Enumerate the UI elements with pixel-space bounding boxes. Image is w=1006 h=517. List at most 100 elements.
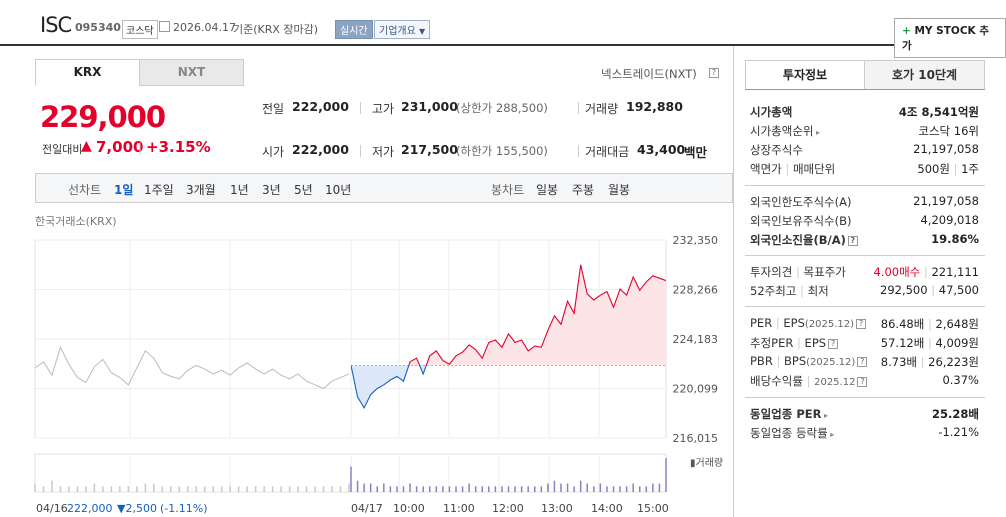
sector-per-row: 동일업종 PER ▸ 25.28배 bbox=[750, 406, 979, 424]
sector-change-row: 동일업종 등락률 ▸ -1.21% bbox=[750, 425, 979, 443]
stock-code: 095340 bbox=[75, 21, 121, 34]
dividend-year: 2025.12 bbox=[814, 377, 856, 388]
add-mystock-label: MY STOCK 추가 bbox=[902, 25, 989, 52]
help-icon[interactable]: ? bbox=[828, 338, 839, 349]
change-value: 7,000 bbox=[96, 138, 144, 156]
candle-daily[interactable]: 일봉 bbox=[536, 183, 559, 197]
volume-label: 거래량 bbox=[585, 102, 619, 116]
sector-change-value: -1.21% bbox=[938, 425, 979, 439]
amount-unit: 백만 bbox=[684, 145, 708, 160]
divider: | bbox=[138, 141, 143, 155]
today-line-down bbox=[351, 365, 427, 410]
y-tick-label: 228,266 bbox=[673, 284, 719, 297]
tab-quote-10[interactable]: 호가 10단계 bbox=[864, 60, 985, 90]
est-eps-label: EPS bbox=[804, 336, 827, 350]
line-chart-label: 선차트 bbox=[68, 183, 102, 197]
prev-day-line bbox=[34, 345, 350, 390]
ticker-symbol: ISC bbox=[40, 13, 72, 37]
w52-row: 52주최고 | 최저 292,500 | 47,500 bbox=[750, 283, 979, 298]
amount-label: 거래대금 bbox=[585, 145, 630, 159]
target-price-label: 목표주가 bbox=[803, 265, 846, 279]
tab-nxt[interactable]: NXT bbox=[139, 59, 244, 86]
prev-day-change: ▼2,500 bbox=[117, 502, 157, 515]
period-10y[interactable]: 10년 bbox=[325, 183, 352, 197]
foreign-ratio-label: 외국인소진율(B/A) bbox=[750, 233, 846, 247]
dividend-value: 0.37% bbox=[942, 373, 979, 387]
market-cap-label: 시가총액 bbox=[750, 105, 793, 119]
market-cap-value: 4조 8,541억원 bbox=[898, 105, 979, 119]
sector-per-value: 25.28배 bbox=[932, 407, 979, 421]
company-overview-label: 기업개요 bbox=[379, 26, 416, 37]
help-icon[interactable]: ? bbox=[847, 235, 858, 246]
bps-value: 26,223원 bbox=[928, 355, 979, 369]
candle-weekly[interactable]: 주봉 bbox=[572, 183, 595, 197]
chevron-right-icon[interactable]: ▸ bbox=[827, 430, 835, 439]
lower-limit: (하한가 155,500) bbox=[456, 144, 548, 158]
period-1y[interactable]: 1년 bbox=[230, 183, 249, 197]
up-triangle-icon: ▲ bbox=[81, 138, 92, 154]
prev-day-pct: (-1.11%) bbox=[160, 502, 208, 515]
volume-value: 192,880 bbox=[626, 99, 683, 114]
shares-label: 상장주식수 bbox=[750, 143, 803, 157]
x-tick-label: 13:00 bbox=[541, 502, 573, 515]
low-value: 217,500 bbox=[401, 142, 458, 157]
candle-monthly[interactable]: 월봉 bbox=[608, 183, 631, 197]
help-icon[interactable]: ? bbox=[857, 356, 868, 367]
shares-value: 21,197,058 bbox=[913, 142, 979, 156]
trade-unit-label: 매매단위 bbox=[792, 162, 836, 176]
prev-day-price: 222,000 bbox=[67, 502, 113, 515]
period-3m[interactable]: 3개월 bbox=[186, 183, 216, 197]
est-per-row: 추정PER | EPS? 57.12배 | 4,009원 bbox=[750, 336, 979, 350]
shares-row: 상장주식수 21,197,058 bbox=[750, 142, 979, 160]
foreign-hold-row: 외국인보유주식수(B) 4,209,018 bbox=[750, 213, 979, 231]
current-price: 229,000 bbox=[40, 100, 166, 134]
dividend-row: 배당수익률 | 2025.12? 0.37% bbox=[750, 373, 979, 388]
divider bbox=[745, 89, 985, 90]
opinion-value: 4.00매수 bbox=[873, 265, 921, 279]
period-1w[interactable]: 1주일 bbox=[144, 183, 174, 197]
w52-low-label: 최저 bbox=[807, 284, 829, 298]
est-per-value: 57.12배 bbox=[880, 336, 925, 350]
eps-value: 2,648원 bbox=[935, 317, 979, 331]
market-cap-rank-label: 시가총액순위 bbox=[750, 124, 814, 138]
chevron-right-icon[interactable]: ▸ bbox=[813, 128, 821, 137]
down-area-fill bbox=[351, 365, 666, 408]
tab-krx[interactable]: KRX bbox=[35, 59, 140, 86]
x-tick-label: 12:00 bbox=[492, 502, 524, 515]
period-1d[interactable]: 1일 bbox=[114, 183, 134, 197]
divider bbox=[578, 145, 579, 157]
period-3y[interactable]: 3년 bbox=[262, 183, 281, 197]
divider bbox=[745, 255, 985, 256]
high-value: 231,000 bbox=[401, 99, 458, 114]
est-eps-value: 4,009원 bbox=[935, 336, 979, 350]
period-bar: 선차트 1일 1주일 3개월 1년 3년 5년 10년 봉차트 일봉 주봉 월봉 bbox=[35, 173, 733, 203]
volume-legend-label: ▮거래량 bbox=[690, 457, 723, 469]
chevron-right-icon[interactable]: ▸ bbox=[821, 411, 829, 420]
company-overview-dropdown[interactable]: 기업개요 ▼ bbox=[374, 20, 431, 39]
change-pct: +3.15% bbox=[146, 138, 211, 156]
period-5y[interactable]: 5년 bbox=[294, 183, 313, 197]
market-cap-row: 시가총액 4조 8,541억원 bbox=[750, 104, 979, 122]
foreign-ratio-row: 외국인소진율(B/A)? 19.86% bbox=[750, 232, 979, 250]
invest-info-panel: 시가총액 4조 8,541억원 시가총액순위 ▸ 코스닥 16위 상장주식수 2… bbox=[745, 60, 985, 517]
pbr-value: 8.73배 bbox=[880, 355, 917, 369]
date-text: 2026.04.17 bbox=[173, 21, 236, 34]
face-value-row: 액면가 | 매매단위 500원 | 1주 bbox=[750, 162, 979, 176]
divider bbox=[745, 397, 985, 398]
target-price-value: 221,111 bbox=[931, 265, 979, 279]
chart-source-label: 한국거래소(KRX) bbox=[35, 215, 117, 228]
divider bbox=[745, 306, 985, 307]
help-icon[interactable]: ? bbox=[857, 376, 868, 387]
candle-chart-label: 봉차트 bbox=[491, 183, 525, 197]
add-mystock-button[interactable]: + MY STOCK 추가 bbox=[894, 18, 1006, 58]
x-tick-label: 15:00 bbox=[637, 502, 669, 515]
foreign-hold-label: 외국인보유주식수(B) bbox=[750, 214, 852, 228]
help-icon[interactable]: ? bbox=[709, 68, 719, 78]
stock-header: ISC 095340 코스닥 2026.04.17 기준(KRX 장마감) 실시… bbox=[0, 0, 1006, 58]
sector-change-label: 동일업종 등락률 bbox=[750, 426, 828, 440]
help-icon[interactable]: ? bbox=[856, 318, 867, 329]
pbr-row: PBR | BPS(2025.12)? 8.73배 | 26,223원 bbox=[750, 354, 979, 369]
per-value: 86.48배 bbox=[880, 317, 925, 331]
pbr-label: PBR bbox=[750, 354, 773, 368]
upper-limit: (상한가 288,500) bbox=[456, 101, 548, 115]
